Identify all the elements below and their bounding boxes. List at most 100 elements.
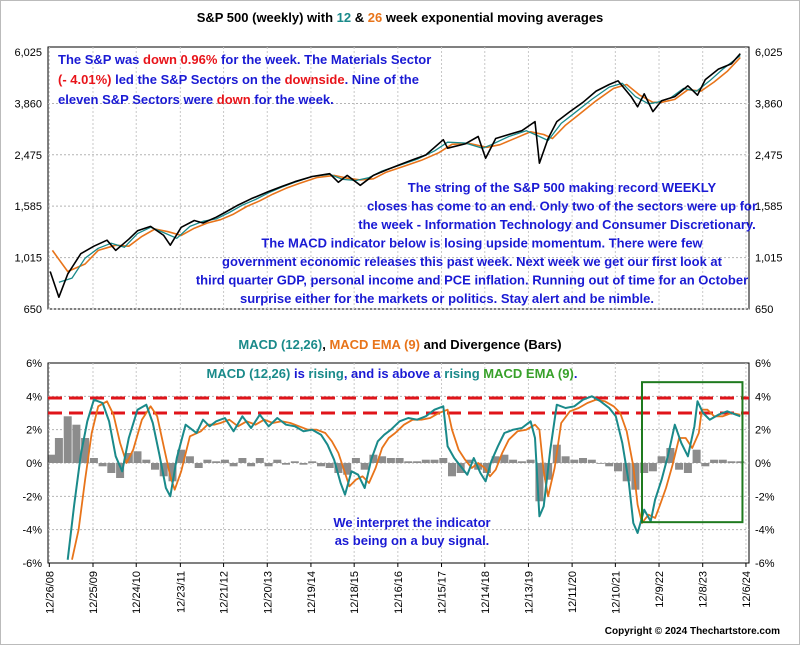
divergence-bar (535, 463, 544, 502)
top-title-part3: & (351, 10, 368, 25)
top-title-part4: 26 (368, 10, 382, 25)
bottom-ytick-label-right: -4% (755, 525, 775, 537)
divergence-bar (229, 463, 238, 467)
divergence-bar (683, 463, 692, 473)
divergence-bar (142, 459, 151, 463)
note-line-2-part-1: led the S&P Sectors on the (111, 72, 284, 87)
top-ytick-label-left: 1,585 (14, 201, 42, 213)
note-line-2-part-3: . Nine of the (345, 72, 419, 87)
top-ytick-label-left: 650 (24, 304, 42, 316)
divergence-bar (509, 459, 518, 463)
bottom-ytick-label-right: 6% (755, 358, 771, 370)
divergence-bar (369, 454, 378, 463)
x-axis: 12/26/08 12/25/09 12/24/10 12/23/11 12/21/12… (44, 563, 753, 614)
highlight-box-group (640, 381, 744, 524)
divergence-bar (212, 461, 221, 463)
divergence-bar (500, 454, 509, 463)
bottom-title-part: MACD (12,26) (238, 337, 322, 352)
top-ytick-label-right: 3,860 (755, 99, 783, 111)
macd-ema-line (71, 398, 741, 560)
note-line-2-part-0: (- 4.01%) (58, 72, 111, 87)
bottom-ytick-label-left: -2% (22, 491, 42, 503)
bottom-yticks: 6% 6% 4% 4% 2% 2% 0% 0% -2% -2% -4% -4% -6% -6% (22, 358, 774, 570)
divergence-bar (247, 463, 256, 467)
divergence-bar (579, 458, 587, 463)
divergence-bar (378, 456, 387, 463)
divergence-bar (605, 463, 614, 467)
divergence-bar (413, 461, 422, 463)
top-ytick-label-right: 6,025 (755, 47, 783, 59)
commentary-line: The MACD indicator below is losing upsid… (261, 236, 703, 251)
divergence-bar (465, 459, 474, 463)
divergence-bar (220, 459, 229, 463)
divergence-bar (325, 463, 334, 468)
divergence-bar (587, 459, 596, 463)
note-line-2-part-2: downside (285, 72, 345, 87)
commentary-line: The string of the S&P 500 making record … (408, 180, 717, 195)
x-tick-label: 12/13/19 (523, 571, 535, 614)
x-tick-label: 12/21/12 (219, 571, 231, 614)
bottom-series (66, 395, 741, 560)
divergence-bar (701, 463, 710, 467)
commentary-line: third quarter GDP, personal income and P… (196, 273, 748, 288)
interpretation-note: We interpret the indicator (333, 515, 490, 530)
top-grid (48, 47, 749, 310)
top-ytick-label-right: 2,475 (755, 150, 783, 162)
note-line-1: The S&P was down 0.96% for the week. The… (58, 52, 431, 67)
macd-status-note: MACD (12,26) is rising, and is above a r… (207, 366, 578, 381)
divergence-bar (675, 463, 684, 470)
divergence-bar (107, 463, 116, 473)
top-ytick-label-left: 3,860 (14, 99, 42, 111)
divergence-bar (282, 463, 290, 465)
bottom-ytick-label-right: 0% (755, 458, 771, 470)
divergence-bar (448, 463, 456, 477)
divergence-bar (273, 459, 282, 463)
divergence-bar (631, 463, 640, 490)
commentary-line: surprise either for the markets or polit… (240, 291, 654, 306)
top-notes: The S&P was down 0.96% for the week. The… (58, 52, 757, 306)
x-tick-label: 12/14/18 (480, 571, 492, 614)
divergence-bar (648, 463, 657, 472)
ema26-line (51, 56, 741, 273)
top-yticks: 6,025 6,025 3,860 3,860 2,475 2,475 1,585 1,585… (14, 47, 782, 316)
divergence-bar (133, 451, 142, 463)
note-line-1-part-1: down 0.96% (143, 52, 218, 67)
divergence-bar (299, 463, 308, 465)
divergence-bar (395, 458, 404, 463)
x-tick-label: 12/26/08 (44, 571, 56, 614)
macd-status-note-part-0: MACD (12,26) (207, 366, 291, 381)
divergence-bar (526, 459, 535, 463)
x-tick-label: 12/15/17 (437, 571, 449, 614)
divergence-bar (264, 463, 273, 467)
x-tick-label: 12/16/16 (393, 571, 405, 614)
divergence-bar (63, 416, 72, 463)
bottom-ytick-label-right: 2% (755, 425, 771, 437)
divergence-bars (48, 416, 745, 502)
top-ytick-label-right: 1,585 (755, 201, 783, 213)
x-tick-label: 12/23/11 (175, 571, 187, 613)
divergence-bar (482, 463, 491, 473)
commentary-line: the week - Information Technology and Co… (358, 217, 756, 232)
top-ytick-label-right: 1,015 (755, 253, 783, 265)
top-title-part1: S&P 500 (weekly) with (197, 10, 337, 25)
divergence-bar (203, 459, 212, 463)
bottom-title: MACD (12,26), MACD EMA (9) and Divergenc… (238, 337, 561, 352)
top-ytick-label-left: 6,025 (14, 47, 42, 59)
divergence-bar (317, 463, 325, 467)
divergence-bar (640, 463, 649, 473)
bottom-notes: MACD (12,26) is rising, and is above a r… (207, 366, 578, 548)
bottom-ytick-label-left: -4% (22, 525, 42, 537)
note-line-3-part-0: eleven S&P Sectors were (58, 92, 217, 107)
macd-status-note-part-7: . (574, 366, 578, 381)
bottom-ytick-label-right: -2% (755, 491, 775, 503)
macd-line (66, 395, 741, 560)
divergence-bar (439, 458, 448, 463)
divergence-bar (421, 459, 430, 463)
divergence-bar (177, 449, 186, 463)
commentary-line: closes has come to an end. Only two of t… (367, 199, 757, 214)
macd-status-note-part-4: rising (444, 366, 479, 381)
divergence-bar (570, 459, 579, 463)
divergence-bar (360, 463, 369, 470)
x-tick-label: 12/18/15 (349, 571, 361, 614)
